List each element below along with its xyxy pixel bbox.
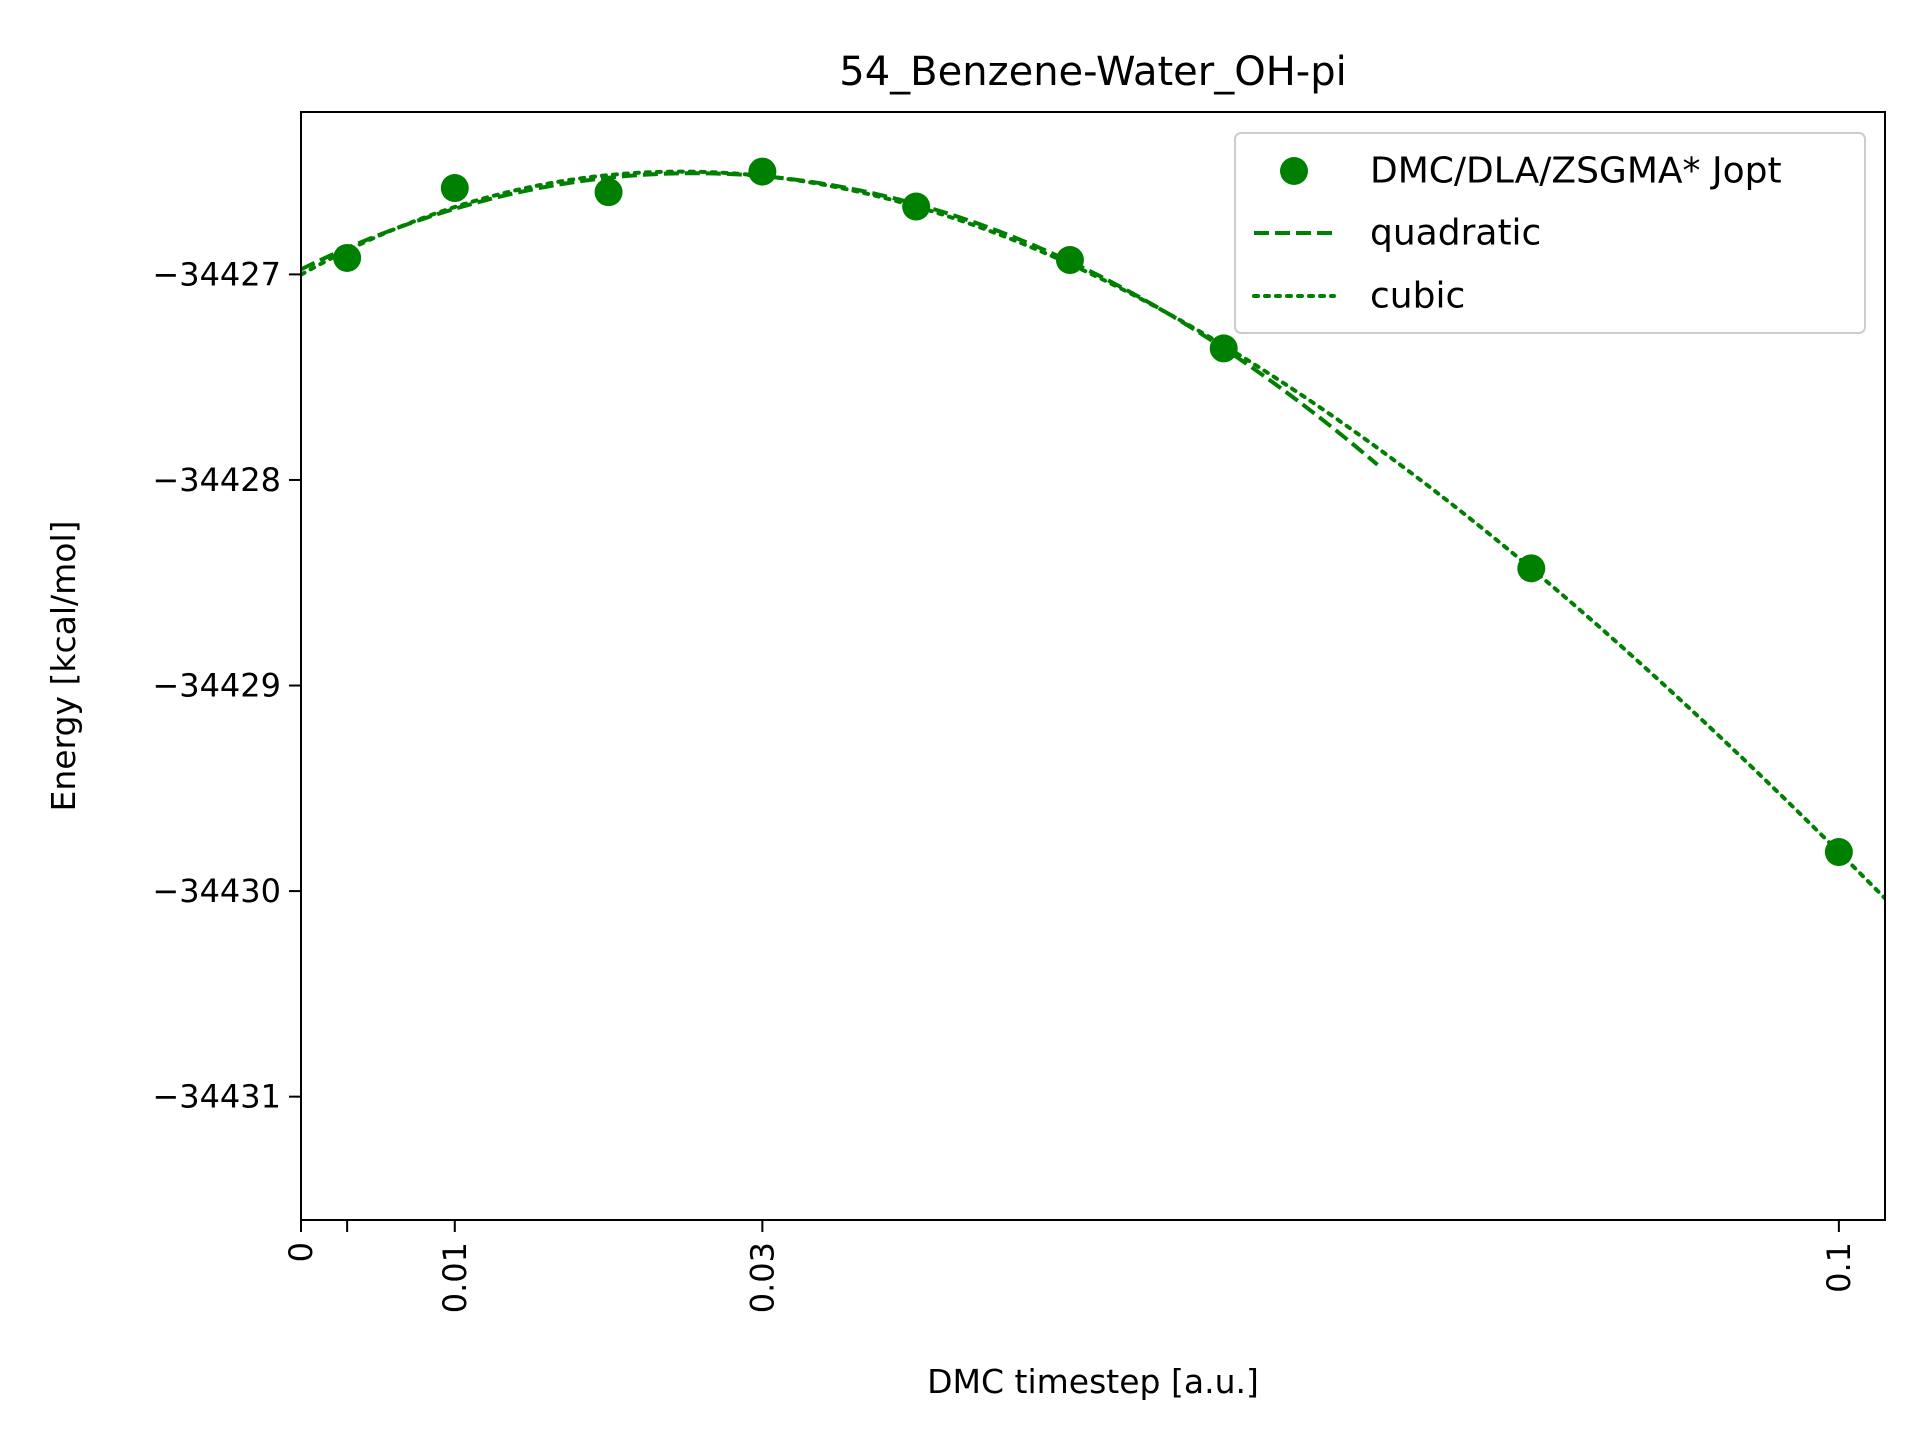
y-tick-label-0: −34427	[152, 255, 281, 293]
y-tick-label-2: −34429	[152, 667, 281, 705]
x-axis-label: DMC timestep [a.u.]	[927, 1362, 1259, 1401]
x-tick-label-4: 0.1	[1820, 1242, 1858, 1293]
y-tick-label-1: −34428	[152, 461, 281, 499]
series-line-quadratic	[301, 171, 1379, 467]
plot-frame	[300, 111, 1886, 1221]
legend-marker-0	[1280, 157, 1308, 185]
x-tick-label-2: 0.01	[436, 1242, 474, 1313]
chart-title: 54_Benzene-Water_OH-pi	[839, 49, 1346, 95]
data-point-1	[440, 174, 469, 203]
legend-label-2: cubic	[1370, 276, 1465, 317]
data-point-2	[594, 178, 623, 207]
data-point-6	[1209, 334, 1238, 363]
x-tick-label-0: 0	[282, 1242, 320, 1262]
data-point-0	[333, 243, 362, 272]
series-lines	[301, 169, 1885, 901]
plot-area	[300, 111, 1886, 1221]
legend: DMC/DLA/ZSGMA* Jopt quadratic cubic	[1234, 132, 1866, 334]
series-line-cubic	[301, 169, 1885, 901]
y-axis-label: Energy [kcal/mol]	[44, 520, 83, 811]
data-point-7	[1517, 554, 1546, 583]
data-point-8	[1824, 838, 1853, 867]
data-point-3	[748, 157, 777, 186]
legend-box	[1234, 132, 1866, 334]
x-axis: 0 0.01 0.03 0.1	[282, 1220, 1858, 1313]
x-tick-label-3: 0.03	[743, 1242, 781, 1313]
series-markers	[333, 157, 1853, 867]
legend-entries: DMC/DLA/ZSGMA* Jopt quadratic cubic	[1252, 151, 1782, 317]
y-axis: −34427 −34428 −34429 −34430 −34431	[152, 255, 301, 1116]
legend-label-1: quadratic	[1370, 213, 1541, 254]
y-tick-label-3: −34430	[152, 872, 281, 910]
legend-label-0: DMC/DLA/ZSGMA* Jopt	[1370, 151, 1782, 192]
data-point-4	[902, 192, 931, 221]
data-point-5	[1055, 246, 1084, 275]
y-tick-label-4: −34431	[152, 1078, 281, 1116]
